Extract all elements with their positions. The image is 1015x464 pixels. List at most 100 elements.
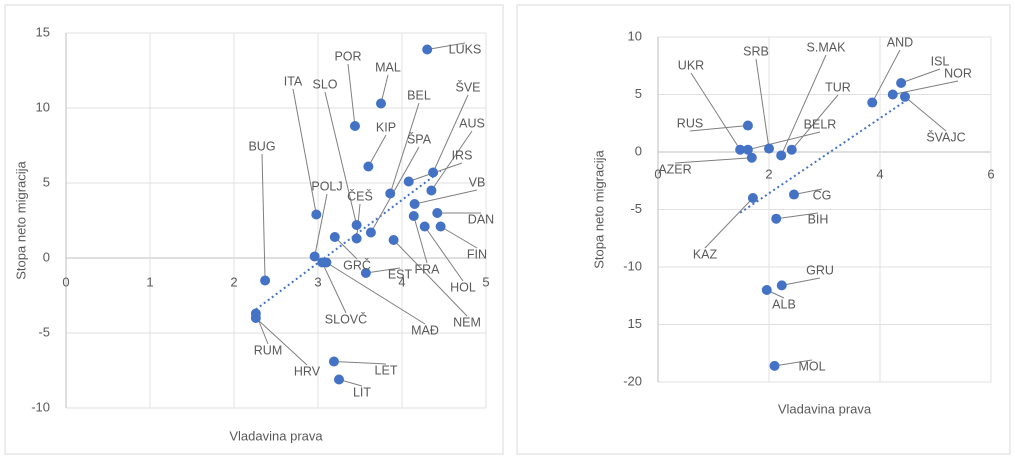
leader-line — [780, 54, 827, 156]
data-label: AND — [887, 35, 913, 49]
point — [786, 144, 797, 155]
point — [403, 176, 414, 187]
point — [388, 235, 399, 245]
data-label: BELR — [804, 117, 837, 131]
point — [329, 232, 340, 242]
x-axis-label: Vladavina prava — [229, 428, 323, 443]
point — [385, 188, 396, 199]
point — [761, 285, 772, 295]
x-tick-label: 6 — [987, 166, 994, 181]
y-tick-label: -10 — [31, 399, 50, 414]
leader-line — [333, 361, 387, 365]
leader-line — [781, 277, 821, 286]
y-tick-label: 10 — [628, 28, 642, 43]
leader-line — [776, 212, 819, 220]
data-label: KAZ — [693, 247, 718, 261]
leader-line — [367, 134, 387, 167]
data-label: SLO — [312, 77, 337, 91]
leader-line — [690, 72, 741, 150]
point — [769, 360, 780, 371]
data-label: UKR — [678, 58, 704, 72]
point — [746, 152, 757, 163]
leader-line — [414, 189, 478, 205]
data-label: FRA — [415, 262, 441, 276]
point — [250, 313, 261, 323]
leader-line — [393, 239, 468, 317]
leader-line — [430, 130, 473, 191]
y-tick-label: -20 — [623, 373, 642, 388]
x-tick-label: 5 — [482, 274, 489, 289]
data-label: ŠVE — [455, 79, 480, 94]
point — [422, 44, 433, 55]
data-label: SLOVČ — [325, 311, 367, 326]
y-axis-label: Stopa neto migracija — [591, 149, 606, 268]
leader-line — [871, 49, 901, 103]
data-label: BIH — [808, 212, 829, 226]
data-label: LET — [375, 363, 398, 377]
trend-line — [255, 170, 442, 311]
point — [435, 221, 446, 232]
data-label: ŠVAJC — [926, 129, 965, 144]
leader-line — [427, 42, 466, 50]
point — [334, 374, 344, 385]
x-tick-label: 1 — [146, 274, 153, 289]
data-label: POR — [334, 49, 361, 63]
x-axis-label: Vladavina prava — [778, 401, 872, 416]
leader-line — [292, 88, 317, 215]
data-label: AZER — [658, 162, 691, 176]
data-label: GRU — [806, 263, 834, 277]
data-label: ŠPA — [407, 131, 432, 146]
data-label: ISL — [931, 54, 950, 68]
y-tick-label: 15 — [36, 24, 50, 39]
leader-line — [747, 131, 821, 151]
leader-line — [432, 94, 469, 173]
data-label: HOL — [450, 280, 476, 294]
data-label: NEM — [453, 315, 481, 329]
data-label: RUM — [254, 343, 282, 357]
point — [328, 356, 339, 367]
y-tick-label: 5 — [635, 86, 642, 101]
point — [742, 120, 753, 131]
x-tick-label: 4 — [876, 166, 883, 181]
data-label: GRČ — [343, 257, 371, 272]
data-label: HRV — [294, 364, 321, 378]
y-axis-label: Stopa neto migracija — [13, 160, 28, 279]
frame — [516, 4, 1011, 455]
y-tick-label: 15 — [628, 316, 642, 331]
leader-line — [440, 226, 478, 249]
leader-line — [314, 193, 328, 257]
point — [771, 213, 782, 224]
point — [360, 268, 371, 278]
data-label: CG — [813, 188, 832, 202]
data-label: NOR — [944, 66, 972, 80]
leader-line — [326, 262, 426, 325]
leader-line — [791, 94, 839, 151]
y-tick-label: -5 — [630, 201, 642, 216]
data-label: ITA — [284, 74, 303, 88]
leader-line — [704, 197, 754, 249]
data-label: RUS — [677, 116, 703, 130]
leader-line — [674, 157, 752, 164]
data-label: SRB — [743, 44, 769, 58]
data-label: ALB — [772, 297, 796, 311]
point — [419, 221, 430, 232]
leader-line — [900, 68, 941, 84]
data-label: TUR — [825, 80, 851, 94]
point — [887, 89, 898, 100]
leader-line — [370, 146, 420, 233]
leader-line — [261, 153, 266, 281]
point — [351, 233, 362, 244]
point — [363, 161, 374, 172]
point — [764, 143, 774, 154]
data-label: S.MAK — [807, 40, 847, 54]
leader-line — [347, 63, 356, 127]
data-label: LUKS — [449, 42, 482, 56]
leader-line — [755, 58, 770, 149]
y-tick-label: 10 — [36, 99, 50, 114]
leader-line — [904, 96, 947, 132]
data-label: LIT — [353, 385, 371, 399]
x-tick-label: 0 — [654, 166, 661, 181]
point — [376, 98, 386, 109]
data-label: MOL — [798, 359, 825, 373]
point — [867, 97, 878, 108]
